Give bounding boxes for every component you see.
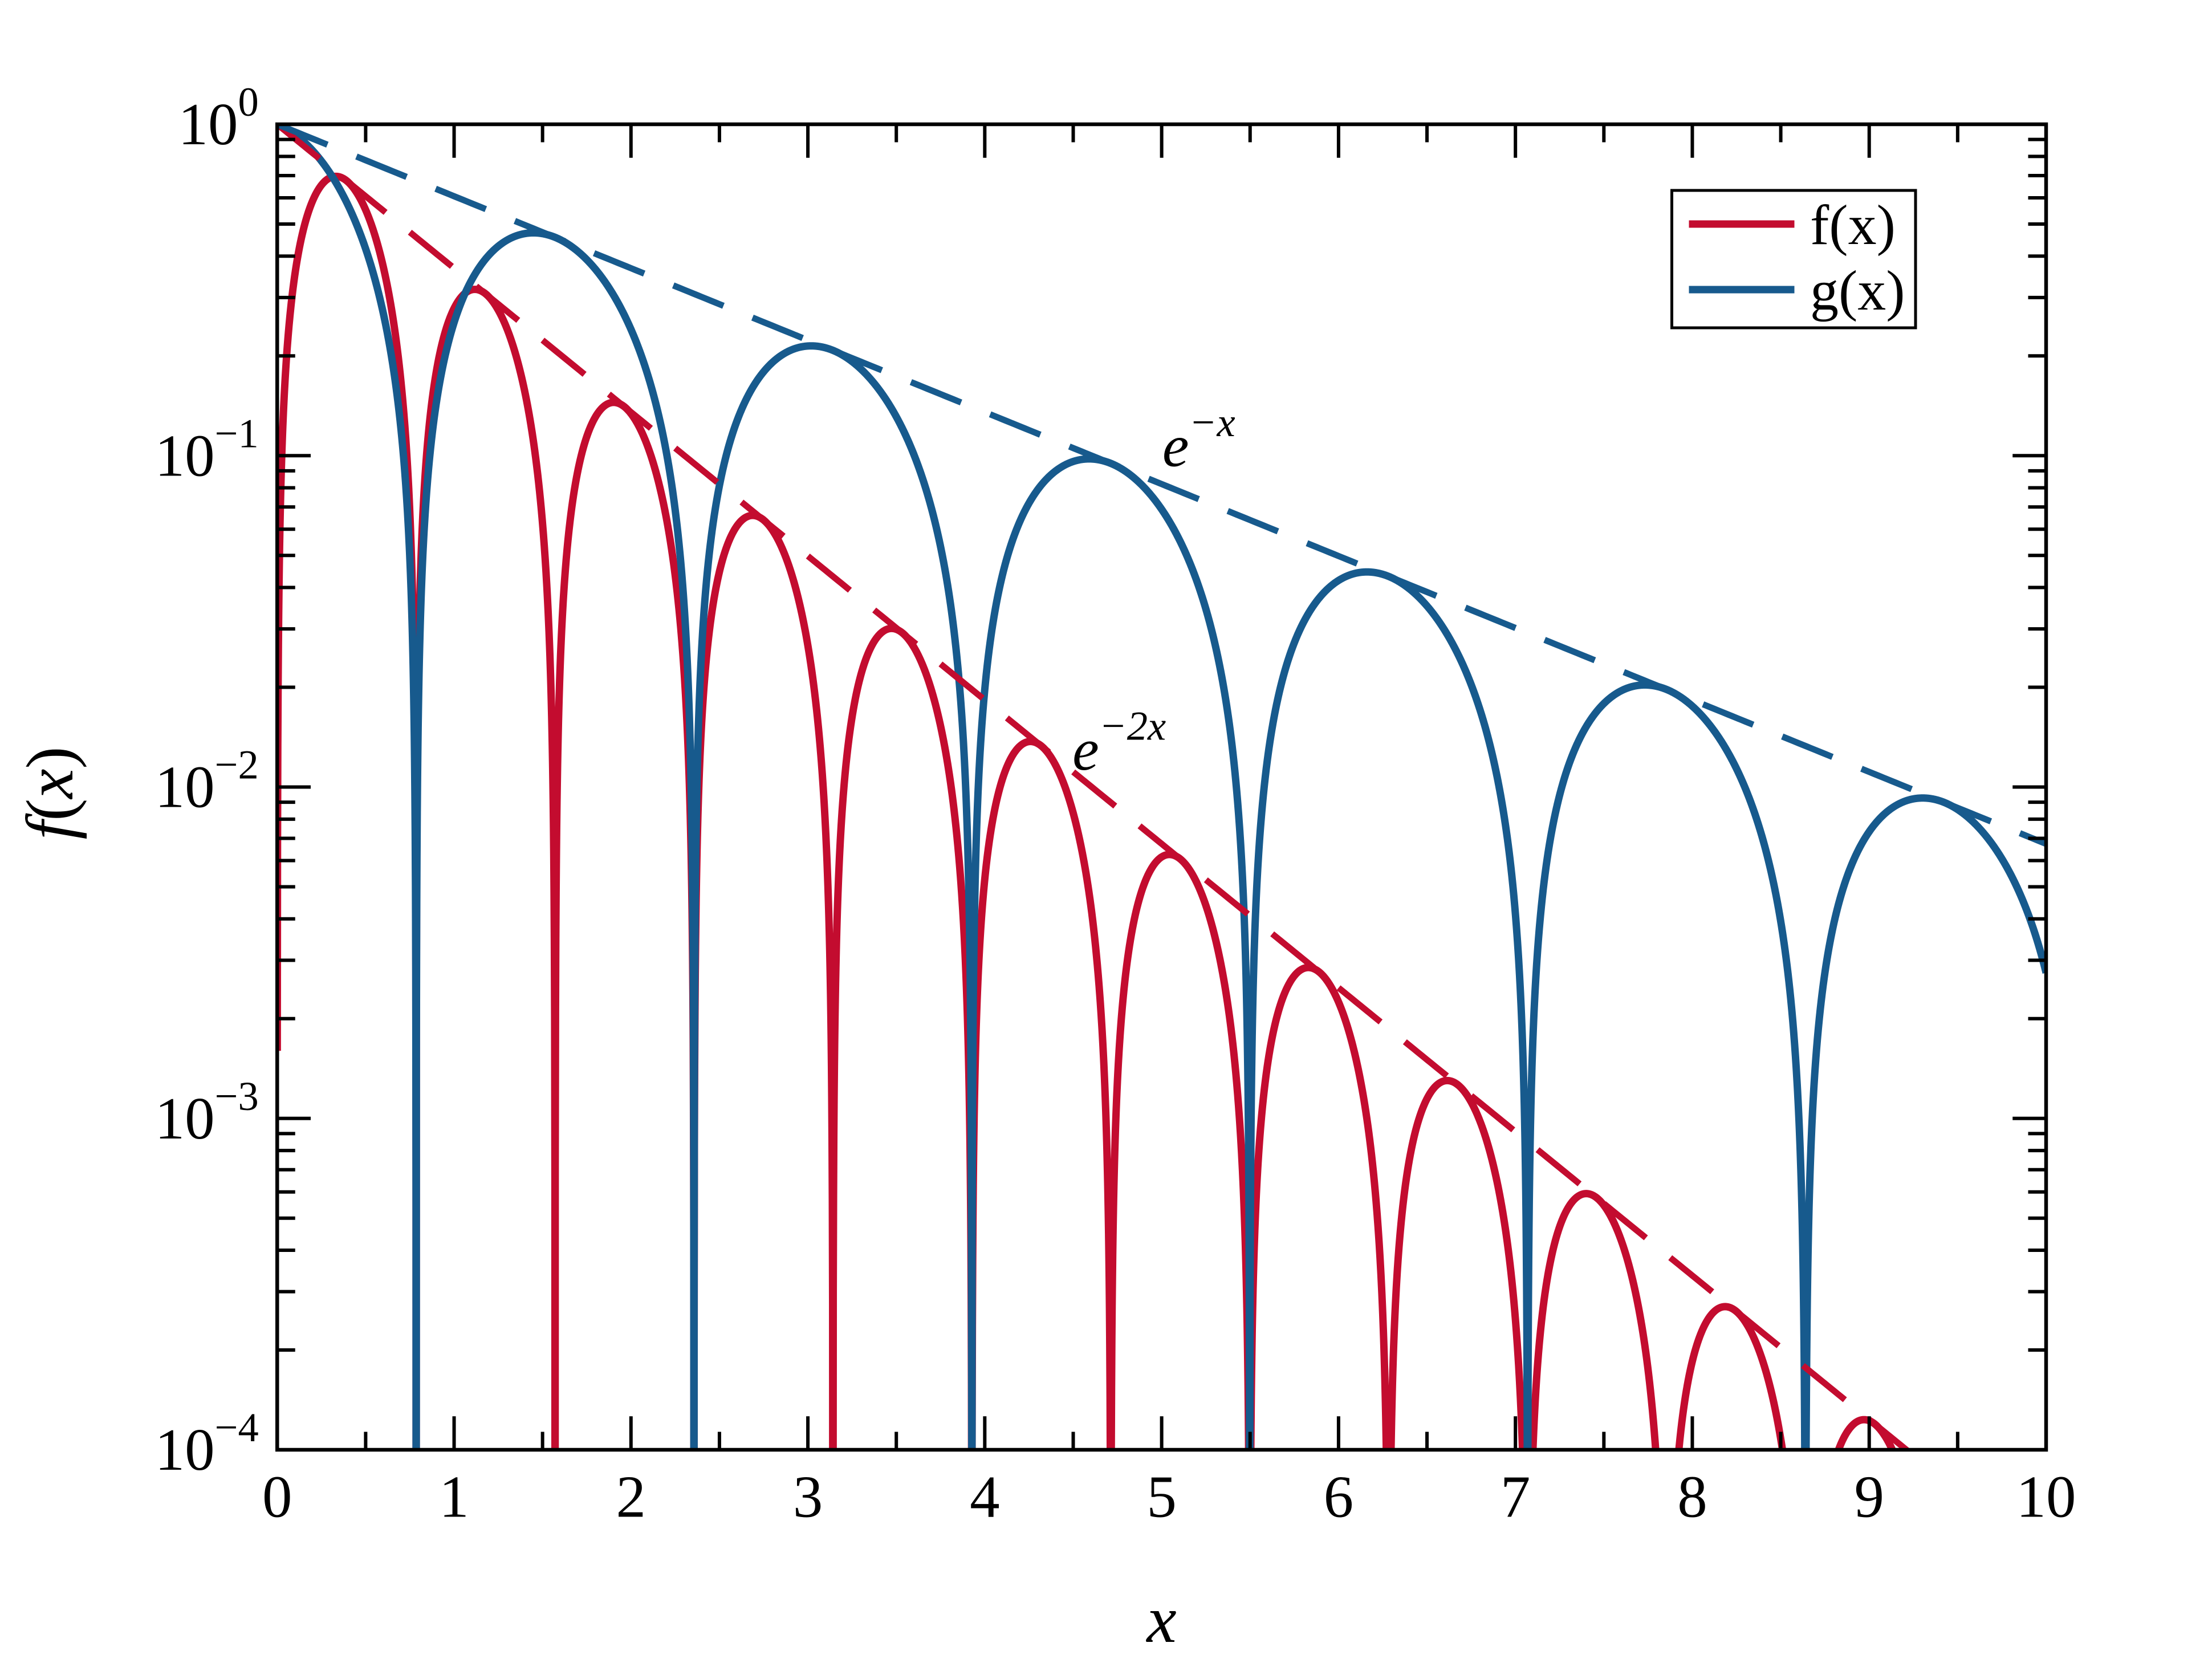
series-curve-fx xyxy=(277,172,1897,1450)
x-tick-label: 8 xyxy=(1677,1463,1707,1530)
y-tick-label: 10−3 xyxy=(155,1073,259,1152)
legend-box xyxy=(1670,189,1917,330)
x-tick-label: 0 xyxy=(262,1463,292,1530)
x-tick-label: 2 xyxy=(616,1463,646,1530)
axes-layer xyxy=(275,122,2048,1452)
curves-layer xyxy=(277,124,2046,1450)
y-tick-label: 10−2 xyxy=(155,742,259,820)
x-tick-label: 6 xyxy=(1324,1463,1354,1530)
legend: f(x)g(x) xyxy=(1670,189,1917,330)
legend-label: f(x) xyxy=(1810,193,1896,257)
y-tick-label: 10−1 xyxy=(155,410,259,489)
annotation-e-2x: e−2x xyxy=(1072,702,1166,783)
annotations-layer: e−x e−2x xyxy=(1072,399,1235,783)
x-tick-label: 10 xyxy=(2016,1463,2076,1530)
series-curve-gx xyxy=(277,124,2046,1450)
x-tick-label: 7 xyxy=(1501,1463,1531,1530)
x-axis-label: x xyxy=(1146,1583,1177,1657)
tick-labels-layer: 0 1 2 3 4 5 6 7 8 9 10 100 10−1 10−2 10−3 10−4 xyxy=(155,79,2076,1530)
x-tick-label: 9 xyxy=(1854,1463,1884,1530)
y-tick-label: 100 xyxy=(178,79,259,157)
legend-label: g(x) xyxy=(1810,259,1905,322)
x-tick-label: 5 xyxy=(1146,1463,1177,1530)
envelope-line-envelopeofg xyxy=(277,124,2046,847)
x-tick-label: 4 xyxy=(970,1463,1000,1530)
x-tick-label: 3 xyxy=(793,1463,823,1530)
y-axis-label: f(x) xyxy=(13,746,87,839)
annotation-e-x: e−x xyxy=(1162,399,1235,479)
x-tick-label: 1 xyxy=(439,1463,469,1530)
y-tick-label: 10−4 xyxy=(155,1404,259,1483)
envelope-line-envelopeoff xyxy=(277,124,1912,1450)
